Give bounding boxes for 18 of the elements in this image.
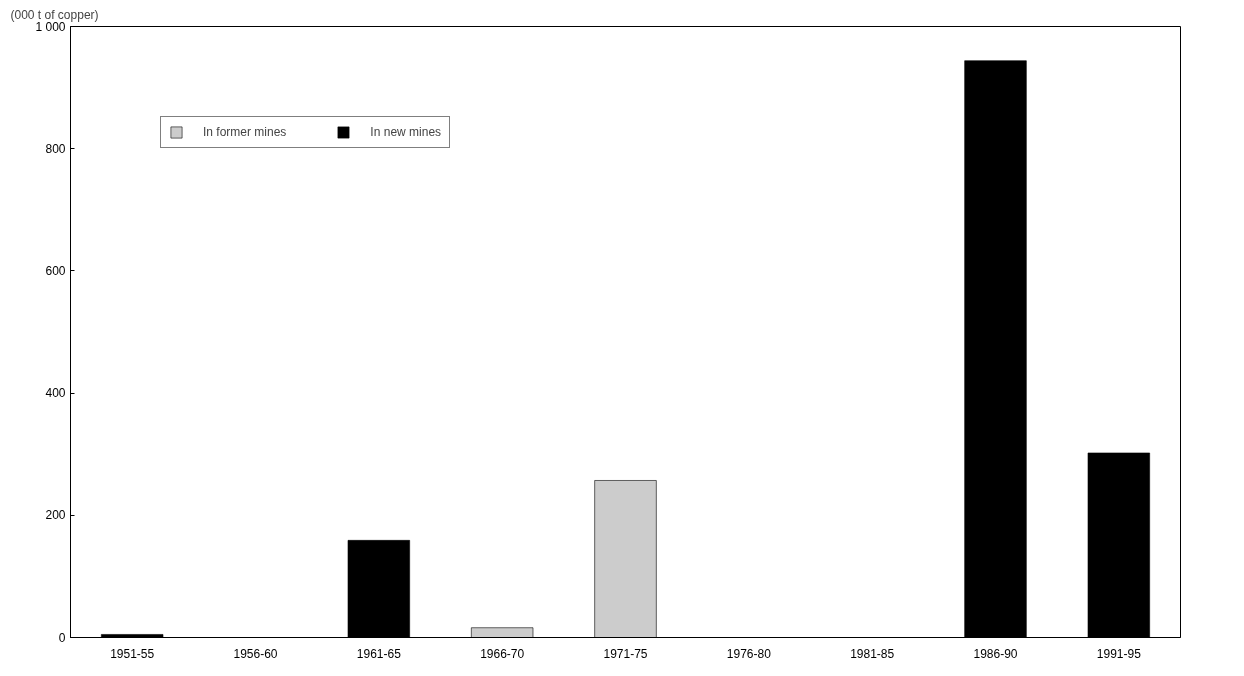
y-tick-label: 200 <box>45 508 66 523</box>
y-axis-title: (000 t of copper) <box>10 7 99 22</box>
x-tick-label: 1956-60 <box>233 646 278 661</box>
y-tick-label: 600 <box>45 263 66 278</box>
x-tick-label: 1986-90 <box>973 646 1018 661</box>
x-tick-label: 1961-65 <box>356 646 402 661</box>
x-tick-label: 1971-75 <box>603 646 648 661</box>
x-tick-label: 1981-85 <box>850 646 895 661</box>
y-tick-label: 0 <box>58 630 66 645</box>
y-tick-label: 800 <box>45 141 66 156</box>
y-tick-label: 400 <box>45 386 66 401</box>
legend-label: In former mines <box>203 125 287 139</box>
x-tick-label: 1976-80 <box>726 646 772 661</box>
x-tick-label: 1966-70 <box>480 646 525 661</box>
y-tick-label: 1 000 <box>35 19 66 34</box>
legend-label: In new mines <box>370 125 442 139</box>
x-tick-label: 1951-55 <box>110 646 155 661</box>
x-tick-label: 1991-95 <box>1096 646 1142 661</box>
